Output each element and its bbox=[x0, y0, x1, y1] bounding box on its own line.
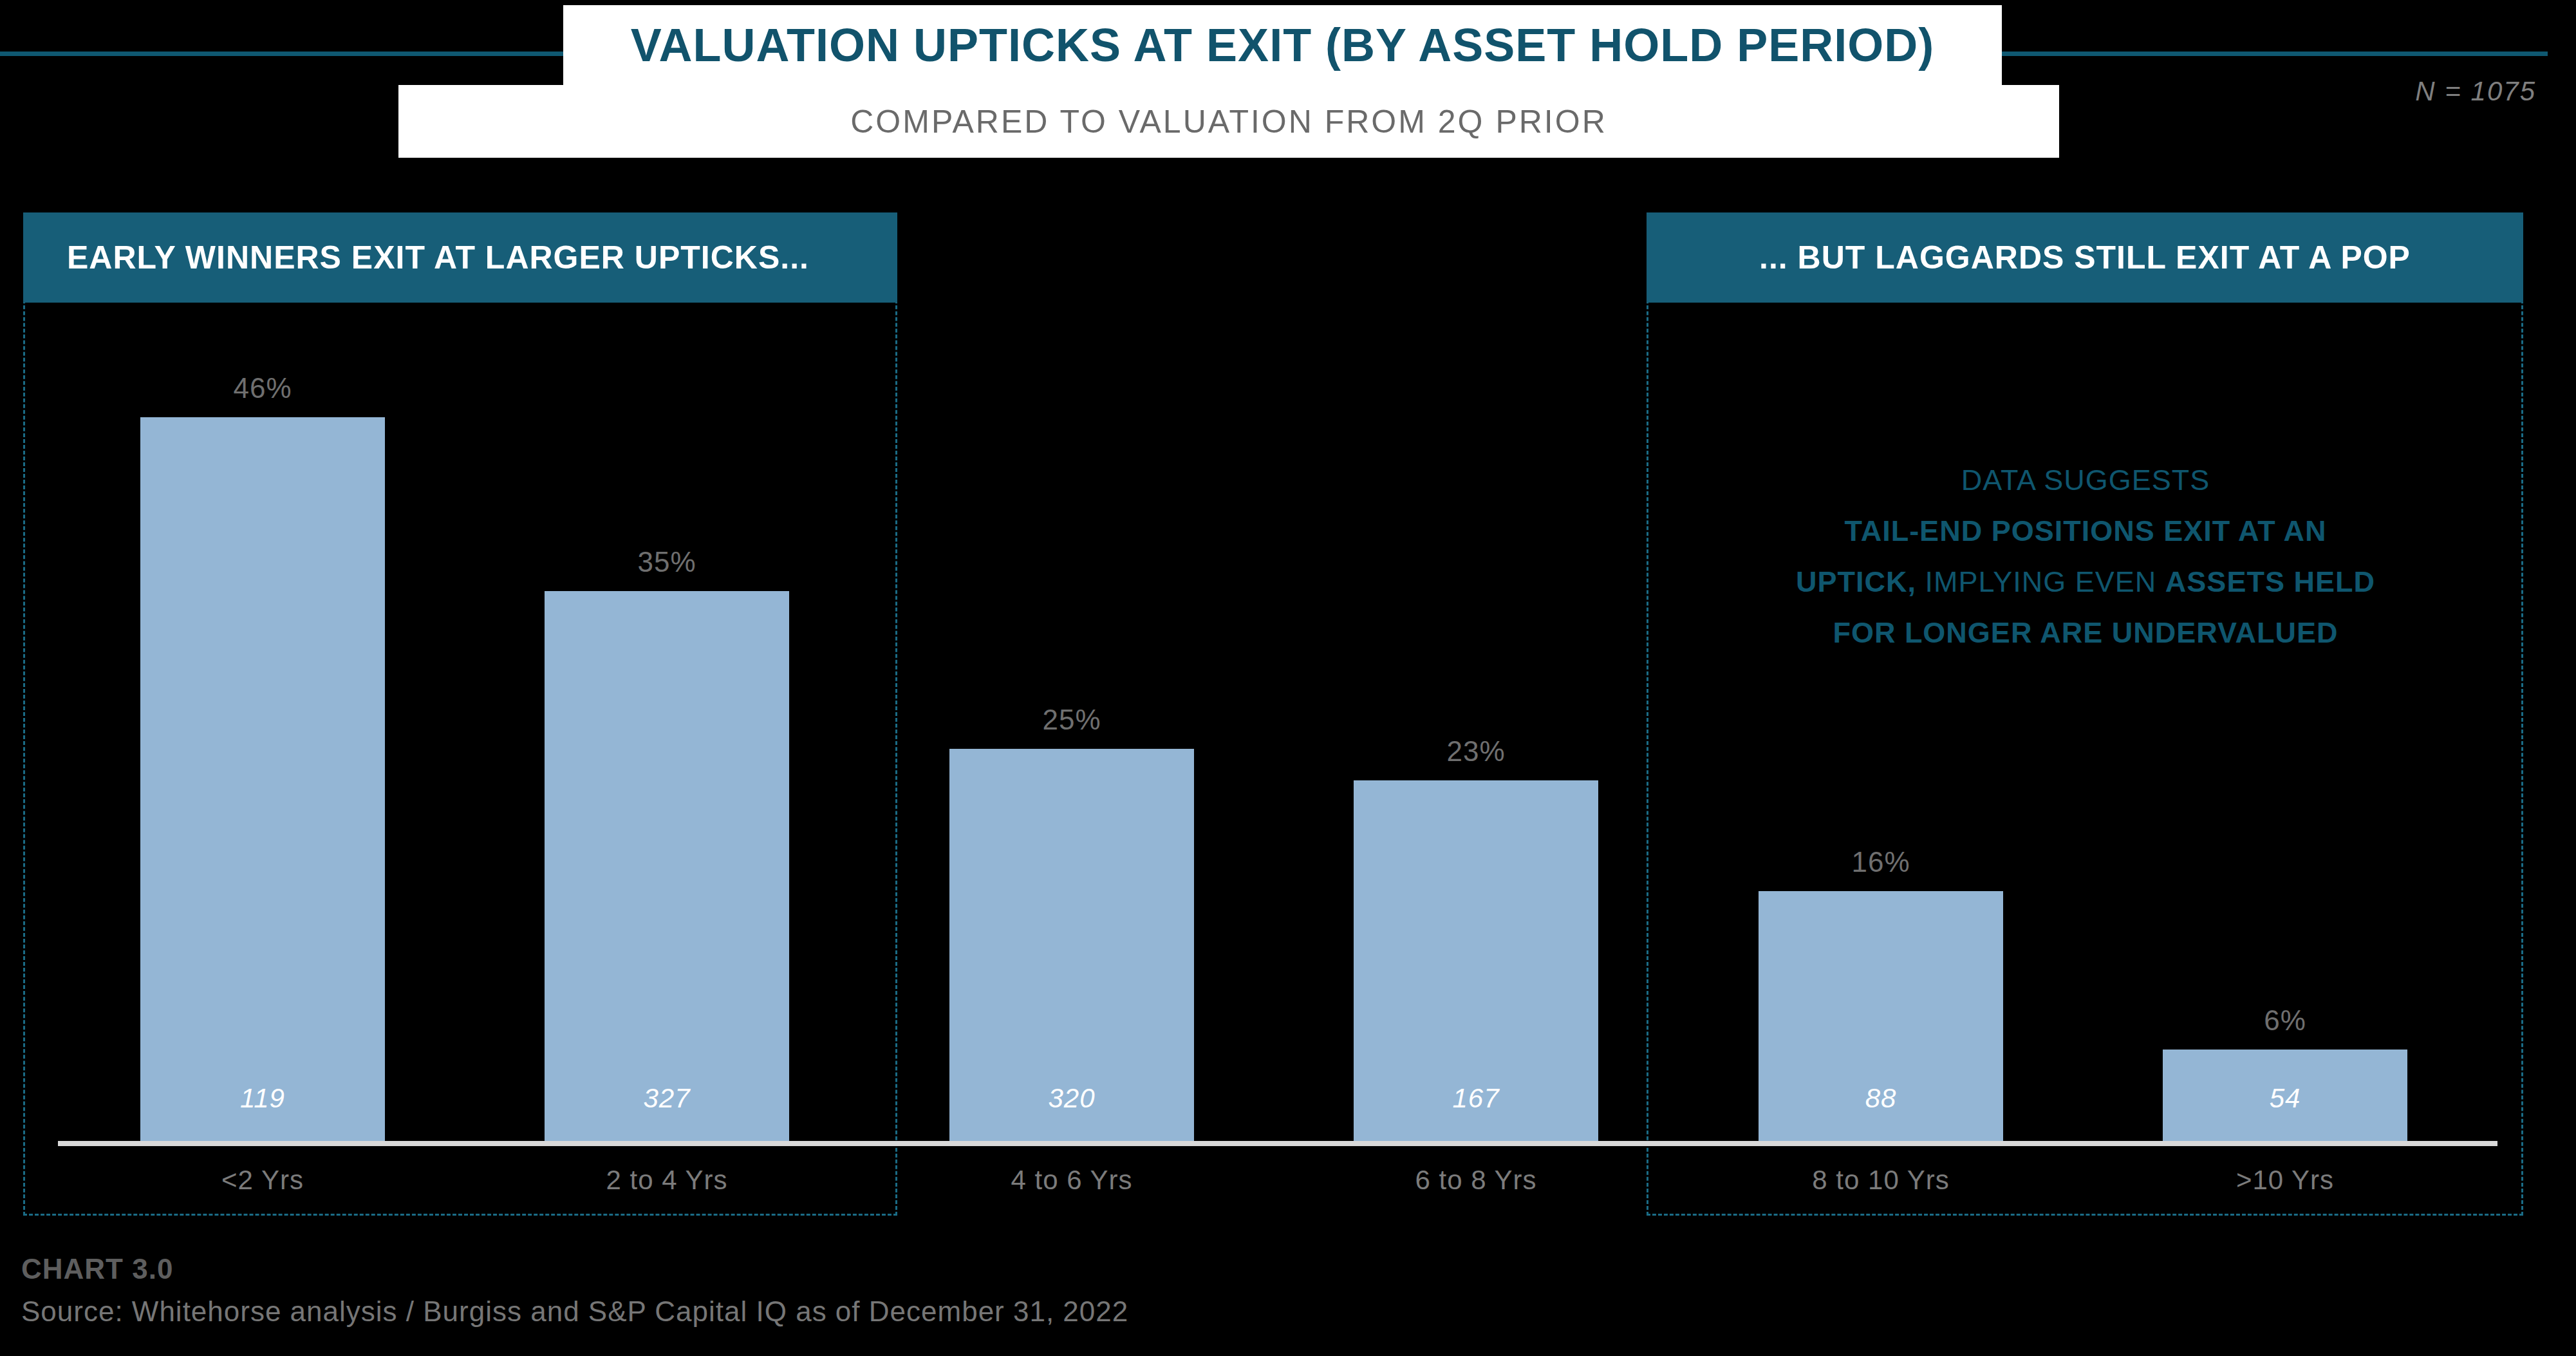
chart-number-label: CHART 3.0 bbox=[21, 1253, 173, 1285]
x-axis-category-label: 8 to 10 Yrs bbox=[1746, 1165, 2016, 1196]
bar-value-label: 6% bbox=[2182, 1004, 2388, 1038]
bar-count-label: 327 bbox=[564, 1083, 770, 1114]
annotation-text: DATA SUGGESTSTAIL-END POSITIONS EXIT AT … bbox=[1674, 455, 2497, 658]
bar-value-label: 23% bbox=[1373, 735, 1579, 769]
annotation-line: TAIL-END POSITIONS EXIT AT AN bbox=[1674, 505, 2497, 556]
slide: VALUATION UPTICKS AT EXIT (BY ASSET HOLD… bbox=[0, 0, 2576, 1356]
annotation-line: UPTICK, IMPLYING EVEN ASSETS HELD bbox=[1674, 556, 2497, 607]
bar-count-label: 54 bbox=[2182, 1083, 2388, 1114]
bar-value-label: 46% bbox=[160, 372, 366, 406]
title-box: VALUATION UPTICKS AT EXIT (BY ASSET HOLD… bbox=[563, 5, 2002, 85]
page-subtitle: COMPARED TO VALUATION FROM 2Q PRIOR bbox=[850, 103, 1607, 140]
panel-laggards-header: ... BUT LAGGARDS STILL EXIT AT A POP bbox=[1647, 212, 2523, 303]
x-axis-category-label: <2 Yrs bbox=[127, 1165, 398, 1196]
subtitle-box: COMPARED TO VALUATION FROM 2Q PRIOR bbox=[398, 85, 2059, 158]
bar-count-label: 167 bbox=[1373, 1083, 1579, 1114]
page-title: VALUATION UPTICKS AT EXIT (BY ASSET HOLD… bbox=[631, 19, 1934, 71]
panel-early-winners-header: EARLY WINNERS EXIT AT LARGER UPTICKS... bbox=[23, 212, 897, 303]
annotation-line: DATA SUGGESTS bbox=[1674, 455, 2497, 505]
annotation-line: FOR LONGER ARE UNDERVALUED bbox=[1674, 607, 2497, 658]
bar-value-label: 16% bbox=[1778, 846, 1984, 880]
bar-count-label: 320 bbox=[969, 1083, 1175, 1114]
bar bbox=[140, 417, 385, 1144]
bar-value-label: 35% bbox=[564, 546, 770, 579]
bar bbox=[545, 591, 789, 1144]
bar-value-label: 25% bbox=[969, 704, 1175, 737]
sample-size-label: N = 1075 bbox=[2415, 76, 2536, 107]
bar-count-label: 119 bbox=[160, 1083, 366, 1114]
x-axis-category-label: 4 to 6 Yrs bbox=[937, 1165, 1207, 1196]
x-axis-category-label: 2 to 4 Yrs bbox=[532, 1165, 802, 1196]
x-axis-category-label: 6 to 8 Yrs bbox=[1341, 1165, 1611, 1196]
x-axis-line bbox=[58, 1141, 2497, 1146]
source-label: Source: Whitehorse analysis / Burgiss an… bbox=[21, 1295, 1128, 1328]
x-axis-category-label: >10 Yrs bbox=[2150, 1165, 2420, 1196]
bar-count-label: 88 bbox=[1778, 1083, 1984, 1114]
